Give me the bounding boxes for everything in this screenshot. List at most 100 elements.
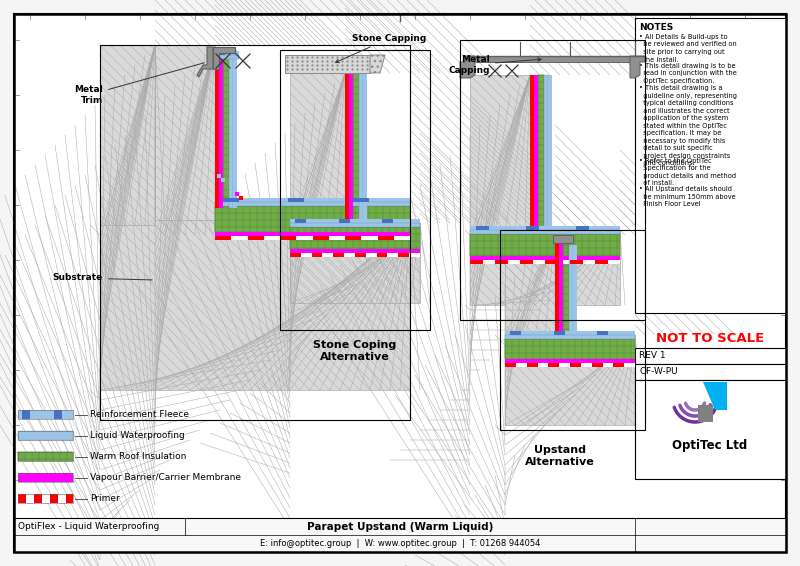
Bar xyxy=(382,219,393,223)
Bar xyxy=(14,518,786,552)
Text: • Refer to the OptiTec
  Specification for the
  product details and method
  of: • Refer to the OptiTec Specification for… xyxy=(639,157,736,186)
Polygon shape xyxy=(370,55,385,73)
Bar xyxy=(34,494,42,503)
Bar xyxy=(247,236,264,240)
Bar xyxy=(614,363,624,367)
Bar xyxy=(563,245,569,335)
Bar xyxy=(597,331,608,335)
Bar xyxy=(555,240,559,335)
Bar xyxy=(359,73,363,223)
Bar xyxy=(353,198,370,202)
Bar xyxy=(290,73,345,223)
Bar xyxy=(570,260,582,264)
Bar xyxy=(290,253,301,257)
Text: Stone Capping: Stone Capping xyxy=(335,34,426,63)
Bar xyxy=(576,226,589,230)
Bar xyxy=(50,494,58,503)
Bar xyxy=(534,75,538,230)
Bar xyxy=(476,226,489,230)
Bar xyxy=(334,253,344,257)
Bar xyxy=(505,363,635,367)
Bar xyxy=(595,260,607,264)
Bar xyxy=(215,236,410,240)
Bar xyxy=(378,236,394,240)
Polygon shape xyxy=(460,56,475,78)
Bar xyxy=(18,452,73,461)
Text: OptiTec Ltd: OptiTec Ltd xyxy=(672,439,748,452)
Bar xyxy=(338,219,350,223)
Bar xyxy=(345,73,349,223)
Bar xyxy=(505,339,635,359)
Text: Liquid Waterproofing: Liquid Waterproofing xyxy=(90,431,185,440)
Bar xyxy=(569,245,573,335)
Bar xyxy=(470,260,482,264)
Bar xyxy=(470,230,620,305)
Text: Reinforcement Fleece: Reinforcement Fleece xyxy=(90,410,189,419)
Bar xyxy=(313,236,329,240)
Text: OF-W-PU: OF-W-PU xyxy=(639,367,678,376)
Bar xyxy=(398,253,409,257)
Bar xyxy=(225,182,229,186)
Text: Vapour Barrier/Carrier Membrane: Vapour Barrier/Carrier Membrane xyxy=(90,473,241,482)
Bar xyxy=(215,198,410,202)
Bar xyxy=(520,260,533,264)
Text: Substrate: Substrate xyxy=(53,273,152,282)
Bar xyxy=(505,359,635,363)
Polygon shape xyxy=(197,47,213,77)
Polygon shape xyxy=(703,382,727,410)
Bar xyxy=(592,363,602,367)
Bar xyxy=(526,226,538,230)
Bar xyxy=(290,223,420,303)
Bar xyxy=(544,75,548,230)
Bar xyxy=(554,331,565,335)
Bar xyxy=(215,236,231,240)
Bar xyxy=(505,335,635,339)
Text: • This detail drawing is to be
  read in conjunction with the
  OptiTec specific: • This detail drawing is to be read in c… xyxy=(639,63,737,84)
Text: Parapet Upstand (Warm Liquid): Parapet Upstand (Warm Liquid) xyxy=(307,521,493,531)
Bar xyxy=(355,253,366,257)
Bar xyxy=(219,50,223,208)
Bar xyxy=(223,198,239,202)
Text: Upstand
Alternative: Upstand Alternative xyxy=(525,445,595,466)
Bar xyxy=(555,240,559,335)
Bar xyxy=(215,206,410,232)
Bar xyxy=(526,363,538,367)
Bar xyxy=(290,249,420,253)
Bar xyxy=(18,494,73,503)
Text: REV 1: REV 1 xyxy=(639,351,666,361)
Bar xyxy=(290,219,420,223)
Bar xyxy=(18,494,26,503)
Bar xyxy=(510,331,522,335)
Bar xyxy=(345,73,349,223)
Bar xyxy=(548,363,559,367)
Text: NOTES: NOTES xyxy=(639,23,674,32)
Bar xyxy=(280,236,296,240)
Bar xyxy=(470,75,530,230)
Bar xyxy=(635,18,786,313)
Text: Metal Capping
Alternative: Metal Capping Alternative xyxy=(510,345,600,367)
Bar xyxy=(470,226,620,230)
Bar xyxy=(288,198,304,202)
Bar xyxy=(100,220,410,390)
Bar xyxy=(18,452,73,461)
Bar xyxy=(377,253,387,257)
Bar xyxy=(635,364,786,380)
Bar xyxy=(635,348,786,364)
Text: Warm Roof Insulation: Warm Roof Insulation xyxy=(90,452,186,461)
Bar xyxy=(470,256,620,260)
Bar xyxy=(635,380,786,479)
Bar xyxy=(470,260,620,264)
Bar xyxy=(505,335,635,425)
Bar xyxy=(295,219,306,223)
Bar xyxy=(223,50,229,208)
Text: NOT TO SCALE: NOT TO SCALE xyxy=(656,332,764,345)
Bar xyxy=(213,55,239,59)
Bar xyxy=(363,73,367,223)
Bar xyxy=(470,230,620,234)
Bar xyxy=(235,192,239,196)
Bar xyxy=(505,331,635,335)
Polygon shape xyxy=(698,405,713,422)
Bar xyxy=(505,235,555,335)
Text: E: info@optitec.group  |  W: www.optitec.group  |  T: 01268 944054: E: info@optitec.group | W: www.optitec.g… xyxy=(260,539,540,548)
Bar xyxy=(100,45,155,225)
